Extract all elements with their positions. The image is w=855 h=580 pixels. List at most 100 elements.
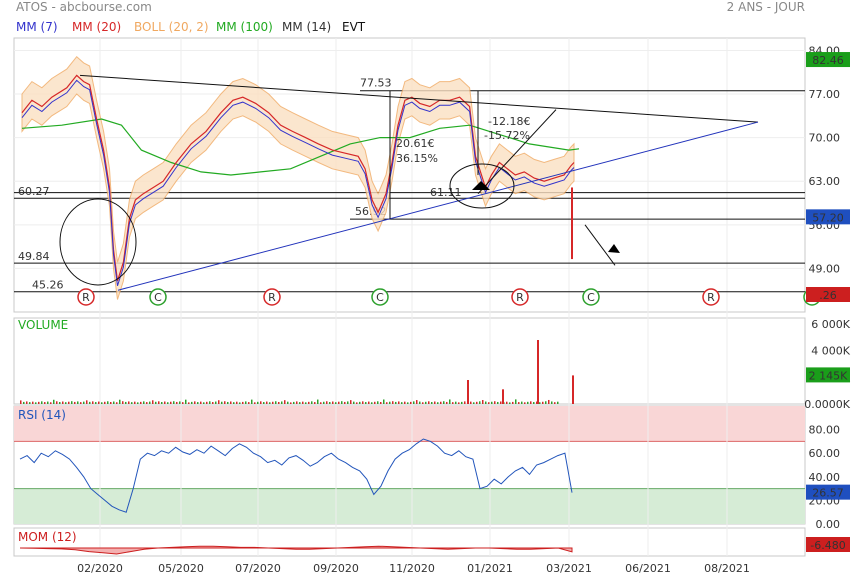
- volume-bar: [386, 402, 388, 404]
- volume-bar: [335, 402, 337, 404]
- volume-bar: [119, 399, 121, 404]
- x-tick-label: 07/2020: [235, 562, 281, 575]
- volume-bar: [131, 402, 133, 404]
- projection-arrow: [584, 224, 616, 266]
- y-tick-label: 77.00: [809, 88, 841, 101]
- volume-bar: [401, 402, 403, 404]
- trendline-short: [477, 109, 557, 195]
- level-label: 45.26: [32, 279, 64, 292]
- volume-bar: [320, 402, 322, 404]
- volume-bar: [50, 402, 52, 404]
- volume-bar: [332, 401, 334, 404]
- volume-bar: [209, 401, 211, 404]
- momentum-area: [19, 545, 573, 555]
- volume-bar: [188, 402, 190, 404]
- volume-bar: [368, 401, 370, 404]
- rsi-badge-label: 26.57: [812, 487, 844, 500]
- arrow-head: [472, 181, 490, 190]
- volume-bar: [398, 401, 400, 404]
- volume-bar: [464, 401, 466, 404]
- event-label: R: [268, 291, 276, 304]
- volume-bar: [179, 401, 181, 404]
- volume-bar: [515, 399, 517, 404]
- volume-bar: [347, 401, 349, 404]
- volume-bar: [338, 401, 340, 404]
- volume-bar: [539, 402, 541, 404]
- annotation-label: -15.72%: [484, 129, 530, 142]
- event-marker: [511, 288, 529, 306]
- volume-bar: [284, 400, 286, 404]
- volume-bar: [533, 402, 535, 404]
- volume-bar: [431, 402, 433, 404]
- volume-bar: [41, 401, 43, 404]
- volume-bar: [383, 399, 385, 404]
- legend-evt[interactable]: EVT: [342, 20, 366, 34]
- volume-bar: [86, 400, 88, 404]
- volume-bar: [98, 401, 100, 404]
- volume-bar: [353, 401, 355, 404]
- volume-bar: [263, 402, 265, 404]
- volume-badge: [806, 367, 850, 383]
- volume-bar: [527, 401, 529, 404]
- x-tick-label: 03/2021: [546, 562, 592, 575]
- legend-mm14[interactable]: MM (14): [282, 20, 332, 34]
- x-tick-label: 06/2021: [625, 562, 671, 575]
- volume-bar: [134, 401, 136, 404]
- volume-bar: [62, 401, 64, 404]
- volume-bar: [149, 401, 151, 404]
- volume-bar: [158, 401, 160, 404]
- volume-bar: [329, 401, 331, 404]
- volume-bar: [101, 402, 103, 404]
- event-label: R: [707, 291, 715, 304]
- volume-bar: [221, 401, 223, 404]
- volume-bar: [23, 401, 25, 404]
- bollinger-band: [21, 55, 575, 300]
- volume-bar: [236, 401, 238, 404]
- volume-bar: [359, 401, 361, 404]
- momentum-badge: [806, 537, 850, 552]
- legend-mm20[interactable]: MM (20): [72, 20, 122, 34]
- volume-bar: [537, 340, 539, 404]
- price-badge-label: 57.20: [812, 211, 844, 224]
- volume-bar: [344, 401, 346, 404]
- legend-mm100[interactable]: MM (100): [216, 20, 273, 34]
- volume-bar: [215, 401, 217, 404]
- price-panel-frame: [13, 37, 806, 313]
- volume-bar: [371, 402, 373, 404]
- volume-bar: [542, 401, 544, 404]
- x-tick-label: 01/2021: [467, 562, 513, 575]
- volume-bar: [326, 401, 328, 404]
- volume-bar: [20, 400, 22, 404]
- event-marker: [149, 288, 167, 306]
- volume-bar: [551, 401, 553, 404]
- volume-bar: [389, 401, 391, 404]
- volume-bar: [422, 402, 424, 404]
- circle-annotation: [59, 198, 137, 286]
- volume-bar: [281, 401, 283, 404]
- volume-bar: [218, 400, 220, 404]
- legend-mm7[interactable]: MM (7): [16, 20, 58, 34]
- volume-bar: [287, 401, 289, 404]
- volume-bar: [167, 402, 169, 404]
- volume-bar: [476, 401, 478, 404]
- volume-bar: [74, 401, 76, 404]
- volume-bar: [182, 402, 184, 404]
- level-label: 77.53: [360, 77, 392, 90]
- volume-bar: [350, 400, 352, 404]
- event-label: C: [587, 291, 595, 304]
- legend-boll[interactable]: BOLL (20, 2): [134, 20, 209, 34]
- volume-bar: [128, 401, 130, 404]
- volume-bar: [491, 401, 493, 404]
- volume-bar: [317, 399, 319, 404]
- volume-bar: [53, 399, 55, 404]
- volume-bar: [197, 402, 199, 404]
- volume-bar: [173, 401, 175, 404]
- rsi-tick-label: 0.00: [816, 518, 841, 531]
- volume-bar: [125, 401, 127, 404]
- x-tick-label: 08/2021: [704, 562, 750, 575]
- volume-bar: [164, 401, 166, 404]
- volume-bar: [362, 401, 364, 404]
- volume-bar: [302, 401, 304, 404]
- rsi-oversold-zone: [14, 488, 805, 524]
- volume-badge-label: 2 145K: [809, 369, 848, 382]
